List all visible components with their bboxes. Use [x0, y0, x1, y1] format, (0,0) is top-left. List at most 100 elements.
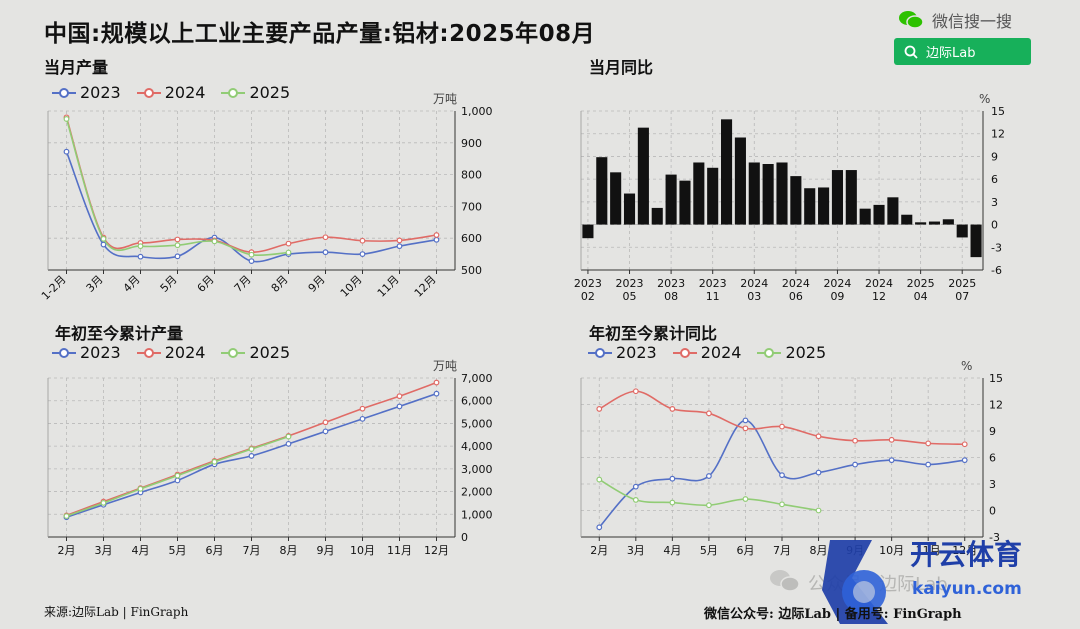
data-point-2023 — [174, 253, 181, 260]
data-point-2025 — [815, 507, 822, 514]
watermark-brand-cn: 开云体育 — [910, 538, 1022, 571]
x-tick-label: 4月 — [663, 544, 681, 557]
legend-item-2025[interactable]: 2025 — [221, 83, 290, 102]
bar — [845, 170, 857, 225]
data-point-2024 — [888, 436, 895, 443]
y-tick-label: 9 — [991, 150, 998, 163]
legend-item-2025[interactable]: 2025 — [757, 343, 826, 362]
x-tick-label: 11月 — [916, 544, 941, 557]
wechat-search-brand[interactable]: 微信搜一搜 — [898, 8, 1012, 32]
x-tick-label: 8月 — [280, 544, 298, 557]
data-point-2024 — [669, 406, 676, 412]
bar — [956, 224, 968, 238]
x-tick-label-year: 2023 — [699, 277, 727, 290]
data-point-2024 — [852, 437, 858, 444]
x-tick-label: 10月 — [879, 544, 904, 557]
bar — [928, 221, 941, 225]
legend-label: 2024 — [700, 343, 742, 362]
data-point-2024 — [285, 240, 292, 247]
unit-label: % — [961, 359, 972, 373]
data-point-2025 — [174, 242, 181, 249]
bar — [873, 204, 885, 225]
bar — [665, 174, 677, 225]
x-tick-label: 12月 — [424, 544, 449, 557]
y-tick-label: 12 — [989, 399, 1003, 412]
legend-item-2024[interactable]: 2024 — [136, 83, 205, 102]
legend-item-2024[interactable]: 2024 — [136, 343, 205, 362]
x-tick-label: 5月 — [169, 544, 187, 557]
legend-item-2024[interactable]: 2024 — [672, 343, 742, 362]
bar — [596, 157, 608, 225]
search-icon — [904, 45, 918, 59]
legend-label: 2025 — [785, 343, 827, 362]
legend-label: 2023 — [80, 83, 121, 102]
data-point-2024 — [396, 393, 403, 400]
x-tick-label: 8月 — [810, 544, 828, 557]
data-point-2025 — [174, 472, 181, 479]
data-point-2025 — [137, 485, 144, 492]
data-point-2023 — [248, 453, 255, 459]
data-point-2024 — [815, 433, 822, 440]
data-point-2023 — [433, 390, 440, 397]
bar — [707, 167, 719, 225]
bar — [804, 188, 816, 225]
y-tick-label: -3 — [991, 241, 1002, 254]
y-tick-label: -6 — [991, 264, 1002, 277]
data-point-2025 — [211, 238, 218, 245]
footer-accounts: 微信公众号: 边际Lab | 备用号: FinGraph — [704, 607, 962, 622]
x-tick-label-year: 2023 — [574, 277, 602, 290]
legend-item-2023[interactable]: 2023 — [588, 343, 657, 362]
legend-label: 2023 — [80, 343, 121, 362]
search-button[interactable]: 边际Lab — [894, 38, 1031, 65]
data-point-2024 — [433, 379, 440, 386]
data-point-2023 — [396, 243, 403, 250]
data-point-2024 — [779, 423, 785, 430]
legend-item-2023[interactable]: 2023 — [52, 343, 121, 362]
y-tick-label: 5,000 — [461, 417, 493, 430]
x-tick-label: 2月 — [590, 544, 608, 557]
bar — [776, 162, 788, 225]
legend-marker-2024 — [136, 87, 161, 98]
x-tick-label-month: 11 — [706, 290, 720, 303]
y-tick-label: -3 — [989, 531, 1000, 544]
x-tick-label-month: 04 — [914, 290, 928, 303]
y-tick-label: 12 — [991, 128, 1005, 141]
legend-item-2023[interactable]: 2023 — [52, 83, 121, 102]
data-point-2023 — [322, 249, 329, 256]
x-tick-label: 11月 — [387, 544, 412, 557]
data-point-2025 — [779, 501, 785, 508]
bar — [679, 180, 691, 225]
x-tick-label-month: 06 — [789, 290, 803, 303]
legend-marker-2023 — [52, 347, 76, 358]
bar — [790, 176, 802, 225]
y-tick-label: 9 — [989, 425, 996, 438]
data-point-2023 — [779, 472, 785, 479]
search-button-label: 边际Lab — [926, 46, 976, 61]
x-tick-label-month: 07 — [955, 290, 969, 303]
data-point-2023 — [285, 440, 292, 447]
y-tick-label: 6 — [989, 452, 996, 465]
data-point-2023 — [396, 403, 403, 410]
series-line-2024 — [598, 390, 965, 446]
data-point-2024 — [706, 410, 712, 417]
x-tick-label: 3月 — [95, 544, 113, 557]
bar — [637, 127, 649, 225]
y-tick-label: 1,000 — [461, 105, 493, 118]
data-point-2025 — [63, 513, 70, 520]
legend-monthly: 2023 2024 2025 — [52, 83, 290, 102]
x-tick-label-month: 03 — [747, 290, 761, 303]
x-tick-label-year: 2024 — [782, 277, 810, 290]
data-point-2024 — [433, 232, 440, 238]
legend-item-2025[interactable]: 2025 — [221, 343, 290, 362]
unit-label: 万吨 — [433, 359, 457, 373]
y-tick-label: 2,000 — [461, 486, 493, 499]
y-tick-label: 15 — [989, 372, 1003, 385]
kaiyun-watermark: 公众号 · 边际Lab 开云体育 kaiyun.com — [770, 538, 1022, 624]
bar — [623, 193, 636, 225]
series-line-2024 — [65, 117, 437, 253]
footer-source: 来源:边际Lab | FinGraph — [44, 605, 189, 619]
y-tick-label: 0 — [461, 531, 468, 544]
data-point-2024 — [174, 236, 181, 243]
bar — [970, 224, 982, 258]
x-tick-label: 5月 — [700, 544, 718, 557]
